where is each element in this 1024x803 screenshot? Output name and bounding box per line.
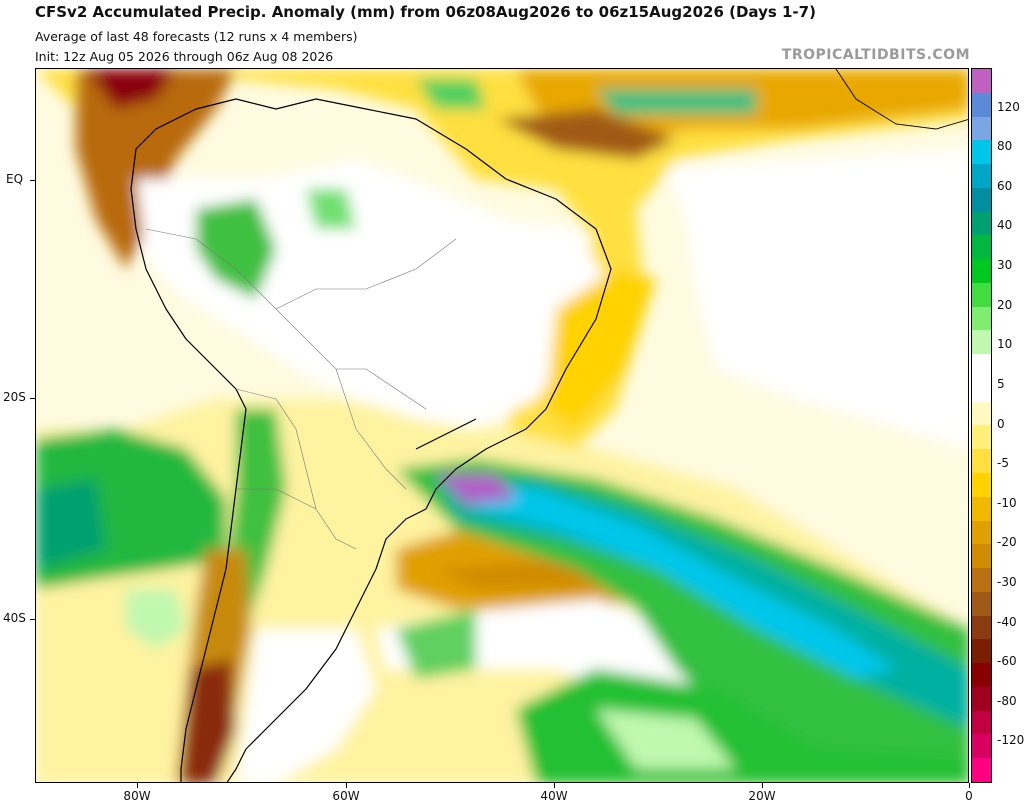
lat-label-eq: EQ: [6, 172, 24, 186]
colorbar-swatch: [972, 686, 991, 711]
colorbar-swatch: [972, 496, 991, 521]
colorbar-swatch: [972, 568, 991, 592]
colorbar-swatch: [972, 187, 991, 212]
precip-anomaly-map: [35, 68, 969, 783]
colorbar-swatch: [972, 69, 991, 93]
colorbar-label: 5: [997, 376, 1005, 391]
colorbar-swatch: [972, 401, 991, 426]
colorbar-swatch: [972, 140, 991, 165]
colorbar-swatch: [972, 116, 991, 141]
colorbar-swatch: [972, 710, 991, 735]
coastlines: [130, 98, 612, 782]
colorbar-swatch: [972, 615, 991, 640]
colorbar-swatch: [972, 449, 991, 474]
colorbar-swatch: [972, 544, 991, 569]
colorbar-label: 0: [997, 416, 1005, 431]
africa-coast: [835, 69, 968, 130]
lon-tick-60w: [346, 783, 347, 788]
colorbar-label: 80: [997, 139, 1013, 154]
colorbar-swatch: [972, 425, 991, 450]
colorbar-swatch: [972, 734, 991, 759]
lon-tick-80w: [137, 783, 138, 788]
header: CFSv2 Accumulated Precip. Anomaly (mm) f…: [0, 0, 1024, 68]
map-subtitle: Average of last 48 forecasts (12 runs x …: [35, 29, 358, 44]
colorbar-swatch: [972, 520, 991, 545]
lon-label-0: 0: [965, 789, 973, 803]
colorbar-swatch: [972, 235, 991, 260]
lat-tick-eq: [30, 180, 35, 181]
lat-tick-40s: [30, 619, 35, 620]
map-canvas: [36, 69, 968, 782]
colorbar-label: -10: [997, 495, 1017, 510]
init-time: Init: 12z Aug 05 2026 through 06z Aug 08…: [35, 49, 334, 64]
colorbar-label: 120: [997, 99, 1020, 114]
colorbar-label: -30: [997, 574, 1017, 589]
colorbar-label: 60: [997, 178, 1013, 193]
lon-tick-0: [969, 783, 970, 788]
colorbar-label: -80: [997, 693, 1017, 708]
colorbar-label: 20: [997, 297, 1013, 312]
colorbar-swatch: [972, 639, 991, 664]
colorbar-swatch: [972, 306, 991, 331]
colorbar-swatch: [972, 259, 991, 283]
colorbar-label: 30: [997, 258, 1013, 273]
map-title: CFSv2 Accumulated Precip. Anomaly (mm) f…: [35, 3, 816, 21]
colorbar-swatch: [972, 591, 991, 616]
colorbar-label: -40: [997, 614, 1017, 629]
colorbar-swatch: [972, 473, 991, 497]
lon-tick-20w: [762, 783, 763, 788]
colorbar-swatch: [972, 92, 991, 117]
colorbar-label: -120: [997, 733, 1024, 748]
colorbar-swatch: [972, 164, 991, 188]
lon-label-60w: 60W: [332, 789, 360, 803]
colorbar-swatch: [972, 758, 991, 782]
colorbar-label: -5: [997, 456, 1009, 471]
colorbar-swatch: [972, 282, 991, 307]
colorbar-swatch: [972, 211, 991, 236]
lon-label-40w: 40W: [540, 789, 568, 803]
anomaly-field: [36, 69, 968, 782]
colorbar-swatch: [972, 330, 991, 355]
colorbar-label: 10: [997, 337, 1013, 352]
country-borders: [145, 228, 457, 550]
colorbar-swatch: [972, 663, 991, 687]
credit-watermark: TROPICALTIDBITS.COM: [781, 47, 970, 63]
lat-label-20s: 20S: [3, 390, 26, 404]
lon-label-20w: 20W: [748, 789, 776, 803]
lon-label-80w: 80W: [123, 789, 151, 803]
colorbar-swatch: [972, 377, 991, 402]
colorbar-swatch: [972, 354, 991, 378]
lon-tick-40w: [554, 783, 555, 788]
colorbar-label: -60: [997, 654, 1017, 669]
colorbar-label: 40: [997, 218, 1013, 233]
lat-label-40s: 40S: [3, 611, 26, 625]
colorbar: [971, 68, 992, 783]
colorbar-label: -20: [997, 535, 1017, 550]
lat-tick-20s: [30, 398, 35, 399]
